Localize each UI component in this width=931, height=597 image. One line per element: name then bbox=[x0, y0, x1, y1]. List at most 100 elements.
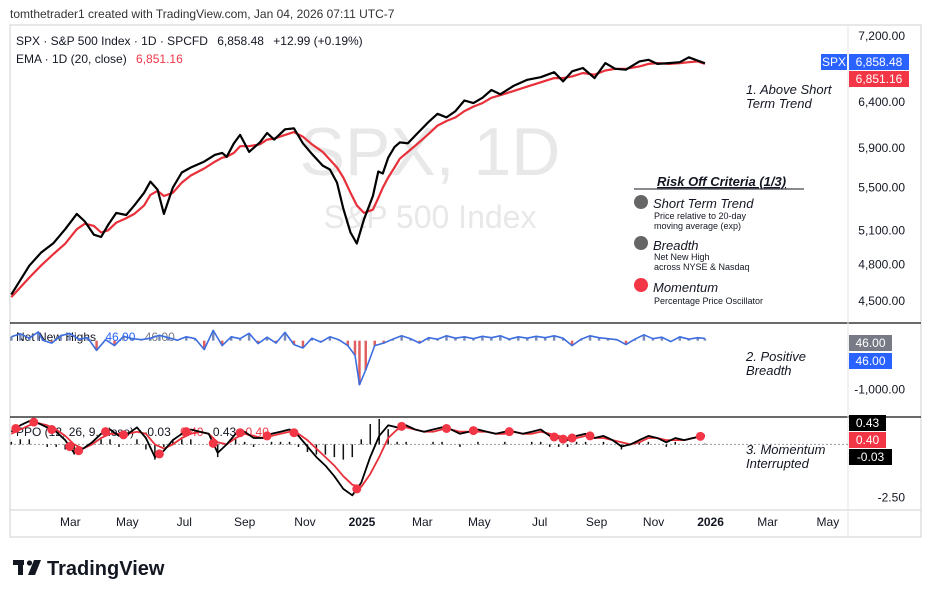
tv-logo-mark-wedge bbox=[28, 560, 41, 575]
ppo-cross-dot bbox=[65, 442, 75, 452]
criteria-desc-momentum: Percentage Price Oscillator bbox=[654, 296, 763, 306]
price-axis-tick: 4,800.00 bbox=[858, 257, 905, 271]
criteria-desc-breadth: Net New High across NYSE & Nasdaq bbox=[654, 252, 750, 272]
ema-legend: EMA · 1D (20, close) 6,851.16 bbox=[16, 52, 183, 66]
tv-logo-text: TradingView bbox=[47, 558, 165, 580]
breadth-grey-label-bg bbox=[849, 335, 892, 351]
criteria-title: Risk Off Criteria (1/3) bbox=[657, 174, 786, 189]
ema-legend-value: 6,851.16 bbox=[136, 52, 183, 66]
price-axis-tick: 5,900.00 bbox=[858, 141, 905, 155]
ppo-cross-dot bbox=[468, 426, 478, 436]
breadth-axis-tick: -1,000.00 bbox=[854, 383, 905, 397]
ppo-cross-dot bbox=[262, 431, 272, 441]
spx-price-line bbox=[10, 56, 706, 296]
tradingview-logo: TradingView bbox=[13, 558, 165, 580]
time-axis-tick: 2026 bbox=[697, 515, 724, 529]
price-symbol-label-bg bbox=[821, 54, 847, 70]
time-axis-tick: May bbox=[817, 515, 840, 529]
risk-off-criteria: Risk Off Criteria (1/3) Short Term Trend… bbox=[634, 174, 804, 306]
ppo-hist-label-bg bbox=[849, 449, 892, 465]
tv-logo-mark-dot bbox=[26, 560, 33, 566]
criteria-title-breadth: Breadth bbox=[653, 238, 699, 253]
ppo-legend-v1: -0.03 bbox=[143, 425, 171, 439]
ppo-cross-dot bbox=[208, 438, 218, 448]
time-axis-tick: Sep bbox=[586, 515, 608, 529]
ppo-cross-dot bbox=[352, 484, 362, 494]
breadth-legend-value-blue: 46.00 bbox=[105, 330, 135, 344]
time-axis-tick: 2025 bbox=[349, 515, 376, 529]
criteria-title-short-term-trend: Short Term Trend bbox=[653, 196, 754, 211]
criteria-dot-momentum bbox=[634, 278, 648, 292]
ppo-panel-series: -2.50 bbox=[10, 417, 906, 504]
time-axis-tick: Jul bbox=[177, 515, 192, 529]
ppo-cross-dot bbox=[585, 431, 595, 441]
criteria-title-momentum: Momentum bbox=[653, 280, 718, 295]
price-axis-tick: 7,200.00 bbox=[858, 29, 905, 43]
ppo-cross-dot bbox=[549, 432, 559, 442]
breadth-grey-label: 46.00 bbox=[855, 336, 885, 350]
time-axis-tick: Mar bbox=[757, 515, 778, 529]
ppo-cross-dot bbox=[118, 430, 128, 440]
ppo-cross-dot bbox=[558, 434, 568, 444]
ppo-cross-dot bbox=[101, 427, 111, 437]
annotation-positive-breadth: 2. Positive Breadth bbox=[745, 349, 810, 378]
time-axis-tick: May bbox=[468, 515, 491, 529]
ppo-cross-dot bbox=[504, 427, 514, 437]
time-axis-tick: Mar bbox=[60, 515, 81, 529]
ema-last-label-bg bbox=[849, 71, 909, 87]
ppo-cross-dot bbox=[289, 428, 299, 438]
ppo-axis-tick: -2.50 bbox=[878, 490, 906, 504]
breadth-blue-label: 46.00 bbox=[855, 354, 885, 368]
ppo-cross-dot bbox=[441, 423, 451, 433]
time-axis-tick: Nov bbox=[294, 515, 315, 529]
price-legend-change: +12.99 (+0.19%) bbox=[273, 34, 362, 48]
watermark-title: SPX, 1D bbox=[300, 114, 561, 190]
ppo-cross-dot bbox=[29, 417, 39, 427]
price-axis-tick: 4,500.00 bbox=[858, 294, 905, 308]
criteria-desc-short-term-trend: Price relative to 20-day moving average … bbox=[654, 211, 749, 231]
price-last-label-bg bbox=[849, 54, 909, 70]
chart-frame bbox=[9, 24, 922, 538]
time-axis-tick: May bbox=[116, 515, 139, 529]
ema-20-line bbox=[10, 60, 706, 298]
ppo-signal-label: 0.40 bbox=[856, 433, 880, 447]
watermark-subtitle: S&P 500 Index bbox=[324, 199, 537, 235]
price-legend-symbol: SPX · S&P 500 Index · 1D · SPCFD bbox=[16, 34, 208, 48]
ppo-cross-dot bbox=[181, 427, 191, 437]
ppo-cross-dot bbox=[567, 433, 577, 443]
annotation-momentum-interrupted: 3. Momentum Interrupted bbox=[746, 442, 829, 471]
price-legend: SPX · S&P 500 Index · 1D · SPCFD 6,858.4… bbox=[16, 34, 363, 48]
net-new-highs-line bbox=[11, 329, 705, 386]
price-symbol-label: SPX bbox=[822, 55, 846, 69]
criteria-dot-short-term-trend bbox=[634, 195, 648, 209]
ppo-line-label-bg bbox=[849, 415, 886, 431]
ppo-legend-v3: 0.43 bbox=[213, 425, 237, 439]
price-axis-tick: 5,100.00 bbox=[858, 223, 905, 237]
ppo-line-label: 0.43 bbox=[856, 416, 880, 430]
time-axis-tick: Sep bbox=[234, 515, 256, 529]
price-last-label: 6,858.48 bbox=[856, 55, 903, 69]
price-axis-ticks: 7,200.00 6,400.00 5,900.00 5,500.00 5,100.00… bbox=[858, 29, 905, 308]
ppo-cross-dot bbox=[695, 431, 705, 441]
annotation-above-short-term-trend: 1. Above Short Term Trend bbox=[746, 82, 835, 111]
ppo-cross-dot bbox=[397, 421, 407, 431]
ppo-legend-label: PPO (12, 26, 9, close) bbox=[16, 425, 134, 439]
time-axis-tick: Jul bbox=[532, 515, 547, 529]
price-axis-tick: 6,400.00 bbox=[858, 95, 905, 109]
time-axis-tick: Nov bbox=[643, 515, 664, 529]
price-panel-series bbox=[10, 56, 706, 298]
ppo-cross-dot bbox=[235, 428, 245, 438]
price-legend-last: 6,858.48 bbox=[217, 34, 264, 48]
tv-logo-mark-stem bbox=[18, 560, 23, 575]
breadth-panel-series: -1,000.00 bbox=[10, 329, 905, 397]
time-axis-ticks: Mar May Jul Sep Nov 2025 Mar May Jul Sep Nov 2026 Ma… bbox=[60, 515, 839, 529]
ppo-cross-dot bbox=[11, 423, 21, 433]
time-axis-tick: Mar bbox=[412, 515, 433, 529]
ppo-line bbox=[10, 420, 706, 497]
ppo-hist-label: -0.03 bbox=[857, 450, 885, 464]
ppo-cross-dot bbox=[47, 425, 57, 435]
ppo-signal-label-bg bbox=[849, 432, 886, 448]
breadth-blue-label-bg bbox=[849, 353, 892, 369]
